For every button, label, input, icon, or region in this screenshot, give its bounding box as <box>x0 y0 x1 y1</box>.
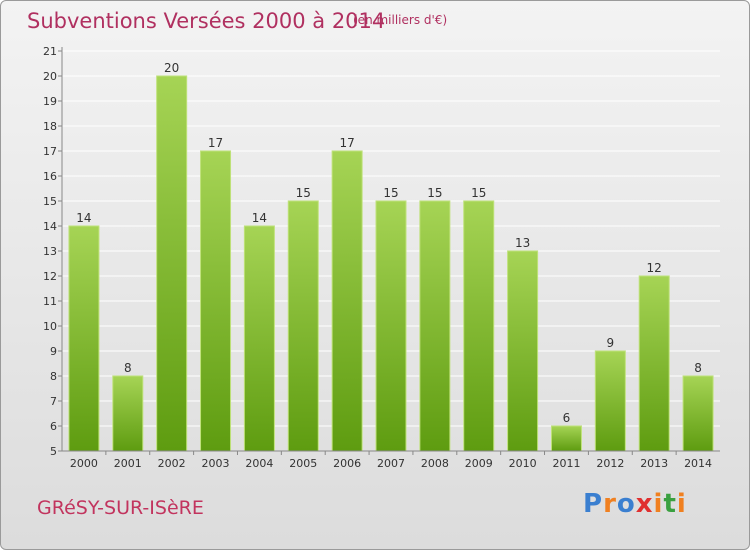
bar-value-label: 15 <box>383 186 398 200</box>
bar-value-label: 20 <box>164 61 179 75</box>
x-tick-label: 2005 <box>289 457 317 470</box>
bar <box>331 150 363 452</box>
bar <box>112 375 144 452</box>
bar-value-label: 15 <box>296 186 311 200</box>
y-tick-label: 7 <box>50 395 57 408</box>
bar <box>463 200 495 452</box>
bar-value-label: 12 <box>647 261 662 275</box>
chart-title: Subventions Versées 2000 à 2014 <box>27 9 386 33</box>
x-tick-label: 2007 <box>377 457 405 470</box>
bar-value-label: 17 <box>339 136 354 150</box>
y-tick-label: 16 <box>43 170 57 183</box>
bar <box>375 200 407 452</box>
y-tick-label: 11 <box>43 295 57 308</box>
x-tick-label: 2011 <box>552 457 580 470</box>
y-tick-label: 18 <box>43 120 57 133</box>
x-tick-label: 2014 <box>684 457 712 470</box>
y-tick-label: 20 <box>43 70 57 83</box>
bar <box>550 425 582 452</box>
logo-letter: o <box>616 489 636 519</box>
commune-name: GRéSY-SUR-ISèRE <box>37 497 204 519</box>
bar <box>200 150 232 452</box>
chart-subtitle: (en milliers d'€) <box>353 13 448 27</box>
bar-value-label: 8 <box>124 361 132 375</box>
proxiti-logo: Proxiti <box>583 489 687 519</box>
bar-value-label: 17 <box>208 136 223 150</box>
x-axis-ticks: 2000 2001 2002 2003 2004 2005 2006 2007 2008 2009… <box>70 451 712 470</box>
y-tick-label: 15 <box>43 195 57 208</box>
x-tick-label: 2008 <box>421 457 449 470</box>
y-tick-label: 12 <box>43 270 57 283</box>
bars: 14 8 20 17 14 15 17 15 15 15 13 6 9 12 8 <box>68 61 714 452</box>
logo-letter: x <box>635 489 654 519</box>
y-tick-label: 21 <box>43 45 57 58</box>
y-tick-label: 9 <box>50 345 57 358</box>
y-tick-label: 5 <box>50 445 57 458</box>
bar <box>419 200 451 452</box>
x-tick-label: 2009 <box>465 457 493 470</box>
bar <box>638 275 670 452</box>
logo-letter: t <box>663 489 677 519</box>
bar <box>243 225 275 452</box>
y-tick-label: 8 <box>50 370 57 383</box>
bar <box>287 200 319 452</box>
bar <box>68 225 100 452</box>
logo-letter: i <box>676 489 687 519</box>
bar-value-label: 8 <box>694 361 702 375</box>
x-tick-label: 2013 <box>640 457 668 470</box>
bar-value-label: 14 <box>76 211 91 225</box>
x-tick-label: 2001 <box>114 457 142 470</box>
x-tick-label: 2006 <box>333 457 361 470</box>
x-tick-label: 2004 <box>245 457 273 470</box>
bar <box>682 375 714 452</box>
y-axis-ticks: 5 6 7 8 9 10 11 12 13 14 15 16 17 18 19 20 21 <box>43 45 62 458</box>
x-tick-label: 2012 <box>596 457 624 470</box>
bar-value-label: 15 <box>427 186 442 200</box>
y-tick-label: 17 <box>43 145 57 158</box>
x-tick-label: 2003 <box>202 457 230 470</box>
bar-value-label: 14 <box>252 211 267 225</box>
bar-value-label: 6 <box>563 411 571 425</box>
bar-value-label: 15 <box>471 186 486 200</box>
bar <box>507 250 539 452</box>
y-tick-label: 6 <box>50 420 57 433</box>
logo-letter: r <box>603 489 617 519</box>
logo-letter: P <box>583 489 604 519</box>
bar <box>594 350 626 452</box>
logo-letter: i <box>653 489 664 519</box>
y-tick-label: 10 <box>43 320 57 333</box>
y-tick-label: 14 <box>43 220 57 233</box>
bar-value-label: 9 <box>607 336 615 350</box>
x-tick-label: 2010 <box>509 457 537 470</box>
x-tick-label: 2002 <box>158 457 186 470</box>
x-tick-label: 2000 <box>70 457 98 470</box>
y-tick-label: 19 <box>43 95 57 108</box>
y-tick-label: 13 <box>43 245 57 258</box>
bar-value-label: 13 <box>515 236 530 250</box>
bar <box>156 75 188 452</box>
